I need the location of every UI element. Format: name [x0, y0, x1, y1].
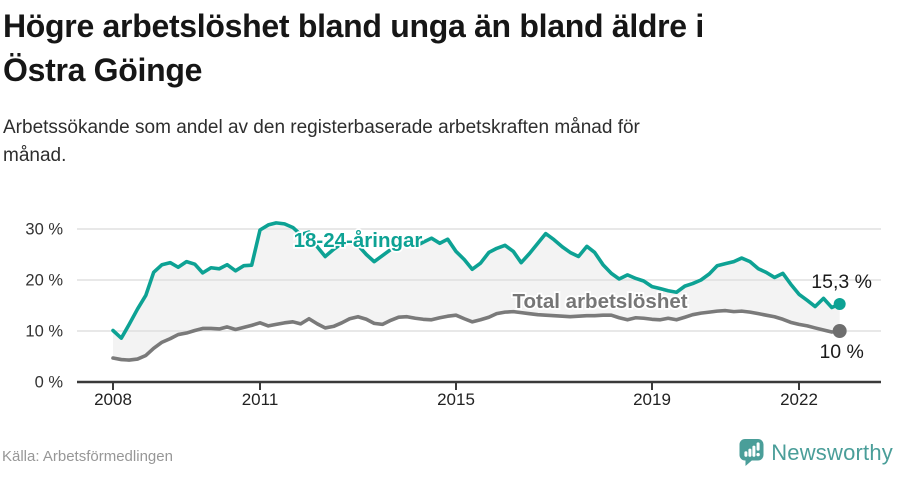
- newsworthy-wordmark: Newsworthy: [771, 439, 893, 465]
- series-end-dot: [832, 324, 847, 338]
- x-tick-label: 2008: [94, 390, 132, 409]
- page-title: Högre arbetslöshet bland unga än bland ä…: [3, 8, 704, 88]
- x-tick-label: 2019: [633, 390, 671, 409]
- chart-subtitle: Arbetssökande som andel av den registerb…: [3, 117, 640, 166]
- end-value-label: 15,3 %: [811, 271, 872, 293]
- x-tick-label: 2022: [780, 390, 818, 409]
- series-name-label: 18-24-åringar: [294, 229, 423, 252]
- between-series-area: [113, 222, 840, 361]
- series-end-dot: [833, 297, 846, 310]
- y-tick-label: 10 %: [25, 323, 63, 341]
- source-note: Källa: Arbetsförmedlingen: [2, 448, 173, 465]
- end-value-label: 10 %: [819, 341, 863, 363]
- x-tick-label: 2011: [242, 390, 279, 409]
- series-name-label: Total arbetslöshet: [513, 290, 688, 313]
- newsworthy-logo: Newsworthy: [739, 438, 893, 467]
- y-tick-label: 20 %: [25, 272, 63, 290]
- y-tick-label: 30 %: [25, 221, 63, 239]
- series-line: [111, 221, 842, 340]
- series-line: [111, 308, 842, 362]
- x-tick-label: 2015: [437, 390, 475, 409]
- y-tick-label: 0 %: [35, 374, 64, 392]
- newsworthy-icon: [739, 439, 764, 466]
